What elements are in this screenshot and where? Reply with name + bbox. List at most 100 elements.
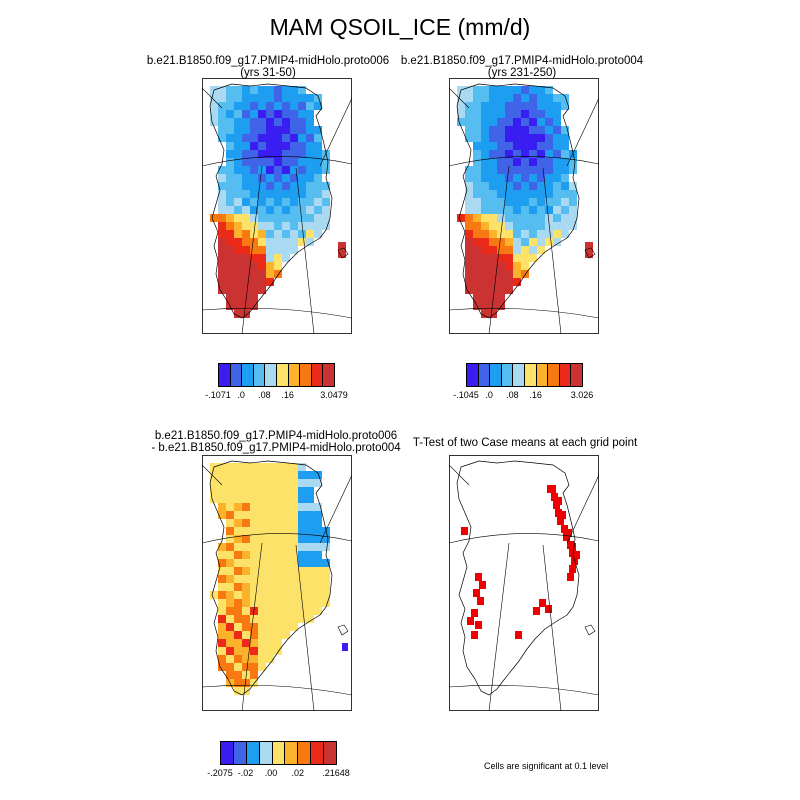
grid-cell xyxy=(274,86,282,94)
grid-cell xyxy=(266,198,274,206)
grid-cell xyxy=(290,623,298,631)
grid-cell xyxy=(274,551,282,559)
grid-cell xyxy=(553,158,561,166)
grid-cell xyxy=(314,535,322,543)
grid-cell xyxy=(465,254,473,262)
significant-cell xyxy=(539,599,546,607)
coastline xyxy=(209,460,333,696)
grid-cell xyxy=(234,206,242,214)
significant-cell xyxy=(569,565,576,573)
grid-cell xyxy=(234,246,242,254)
grid-cell xyxy=(545,238,553,246)
grid-cell xyxy=(473,270,481,278)
grid-cell xyxy=(242,519,250,527)
grid-cell xyxy=(282,110,290,118)
grid-cell xyxy=(242,198,250,206)
grid-cell xyxy=(250,174,258,182)
grid-cell xyxy=(226,663,234,671)
grid-cell xyxy=(497,110,505,118)
grid-cell xyxy=(226,150,234,158)
grid-cell xyxy=(513,254,521,262)
grid-cell xyxy=(242,487,250,495)
grid-cell xyxy=(242,647,250,655)
grid-cell xyxy=(250,575,258,583)
grid-cell xyxy=(250,647,258,655)
colorbar-box xyxy=(501,364,514,386)
grid-cell xyxy=(465,206,473,214)
grid-cell xyxy=(314,471,322,479)
grid-cell xyxy=(250,519,258,527)
grid-cell xyxy=(250,559,258,567)
grid-cell xyxy=(298,535,306,543)
coastline xyxy=(456,83,580,319)
grid-cell xyxy=(234,543,242,551)
grid-cell xyxy=(274,142,282,150)
grid-cell xyxy=(258,110,266,118)
graticule xyxy=(449,87,599,334)
grid-cell xyxy=(242,655,250,663)
significant-cell xyxy=(545,605,552,613)
grid-cell xyxy=(290,471,298,479)
grid-cell xyxy=(497,222,505,230)
grid-cell xyxy=(242,238,250,246)
significant-cell xyxy=(471,631,478,639)
grid-cell xyxy=(218,126,226,134)
grid-cell xyxy=(561,134,569,142)
grid-cell xyxy=(290,214,298,222)
grid-cell xyxy=(290,591,298,599)
grid-cell xyxy=(250,118,258,126)
grid-cell xyxy=(553,238,561,246)
colorbar-box xyxy=(524,364,537,386)
grid-cell xyxy=(521,198,529,206)
case2-colorbar: -.1045 .0 .08 .16 3.026 xyxy=(453,363,593,400)
grid-cell xyxy=(489,134,497,142)
grid-cell xyxy=(266,647,274,655)
grid-cell xyxy=(274,559,282,567)
grid-cell xyxy=(218,206,226,214)
grid-cell xyxy=(266,182,274,190)
grid-cell xyxy=(497,174,505,182)
grid-cell xyxy=(290,118,298,126)
grid-cell xyxy=(266,495,274,503)
grid-cell xyxy=(505,150,513,158)
grid-cell xyxy=(473,254,481,262)
grid-cell xyxy=(298,567,306,575)
grid-cell xyxy=(298,479,306,487)
grid-cell xyxy=(282,158,290,166)
significant-cell xyxy=(467,617,474,625)
grid-cell xyxy=(234,86,242,94)
grid-cell xyxy=(242,270,250,278)
case2-colorbar-boxes xyxy=(466,363,583,387)
grid-cell xyxy=(569,166,577,174)
longitude-line xyxy=(488,165,510,334)
grid-cell xyxy=(218,190,226,198)
grid-cell xyxy=(561,174,569,182)
grid-cell xyxy=(290,110,298,118)
grid-cell xyxy=(226,294,234,302)
grid-cell xyxy=(497,206,505,214)
grid-cell xyxy=(234,302,242,310)
case1-colorbar-label: -.1071 xyxy=(205,390,231,400)
grid-cell xyxy=(218,591,226,599)
grid-cell xyxy=(226,527,234,535)
grid-cell xyxy=(521,270,529,278)
grid-cell xyxy=(234,615,242,623)
grid-cell xyxy=(242,94,250,102)
grid-cell xyxy=(234,623,242,631)
grid-cell xyxy=(218,86,226,94)
colorbar-box xyxy=(559,364,572,386)
grid-cell xyxy=(250,591,258,599)
grid-cell xyxy=(314,198,322,206)
grid-cell xyxy=(489,110,497,118)
grid-cell xyxy=(242,262,250,270)
grid-cell xyxy=(553,190,561,198)
grid-cell xyxy=(521,166,529,174)
grid-cell xyxy=(521,222,529,230)
significant-cell xyxy=(561,525,568,533)
grid-cell xyxy=(234,487,242,495)
grid-cell xyxy=(529,86,537,94)
grid-cell xyxy=(298,190,306,198)
grid-cell xyxy=(266,134,274,142)
grid-cell xyxy=(274,487,282,495)
significant-cell xyxy=(473,589,480,597)
